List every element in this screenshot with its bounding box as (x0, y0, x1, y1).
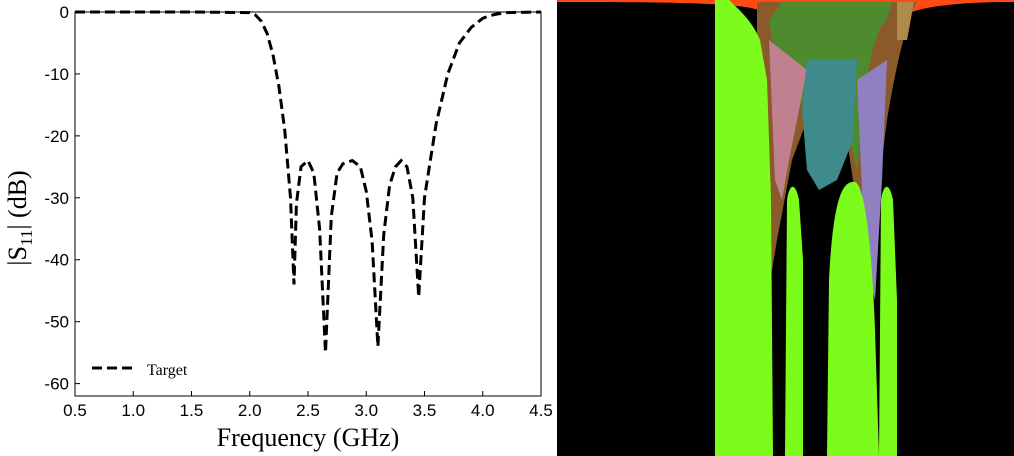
x-tick-label: 3.0 (354, 401, 378, 420)
x-tick-label: 0.5 (63, 401, 87, 420)
y-tick-label: -60 (44, 375, 69, 394)
series-line-target (75, 10, 542, 353)
colored-region-visualization (557, 0, 1014, 456)
y-tick-label: 0 (60, 3, 69, 22)
legend: Target (92, 362, 188, 379)
x-tick-label: 2.5 (296, 401, 320, 420)
y-tick-labels: 0 -10 -20 -30 -40 -50 -60 (44, 3, 69, 394)
region-green-4 (879, 186, 897, 456)
y-tick-label: -40 (44, 251, 69, 270)
s11-chart: 0.5 1.0 1.5 2.0 2.5 3.0 3.5 4.0 4.5 0 -10 -20 -30 -4… (3, 3, 553, 452)
legend-label: Target (147, 362, 188, 379)
x-axis-title: Frequency (GHz) (217, 423, 400, 452)
region-tan (897, 2, 914, 40)
y-tick-label: -10 (44, 65, 69, 84)
x-tick-label: 4.0 (471, 401, 495, 420)
y-axis-title: |S11| (dB) (3, 170, 36, 265)
x-tick-labels: 0.5 1.0 1.5 2.0 2.5 3.0 3.5 4.0 4.5 (63, 401, 553, 420)
region-green-2 (785, 186, 803, 456)
x-tick-label: 4.5 (529, 401, 553, 420)
y-tick-label: -30 (44, 189, 69, 208)
y-tick-label: -50 (44, 313, 69, 332)
x-tick-label: 1.0 (121, 401, 145, 420)
region-green-left (715, 0, 773, 456)
x-tick-label: 2.0 (238, 401, 262, 420)
plot-area (74, 11, 542, 397)
region-teal (802, 60, 857, 190)
axis-ticks (74, 11, 542, 396)
region-pink (769, 40, 807, 200)
y-tick-label: -20 (44, 127, 69, 146)
x-tick-label: 3.5 (413, 401, 437, 420)
y-axis-title-main: |S (3, 246, 32, 266)
region-green-3 (827, 181, 879, 456)
x-tick-label: 1.5 (180, 401, 204, 420)
y-axis-title-subscript: 11 (17, 230, 36, 246)
y-axis-title-tail: | (dB) (3, 170, 32, 229)
